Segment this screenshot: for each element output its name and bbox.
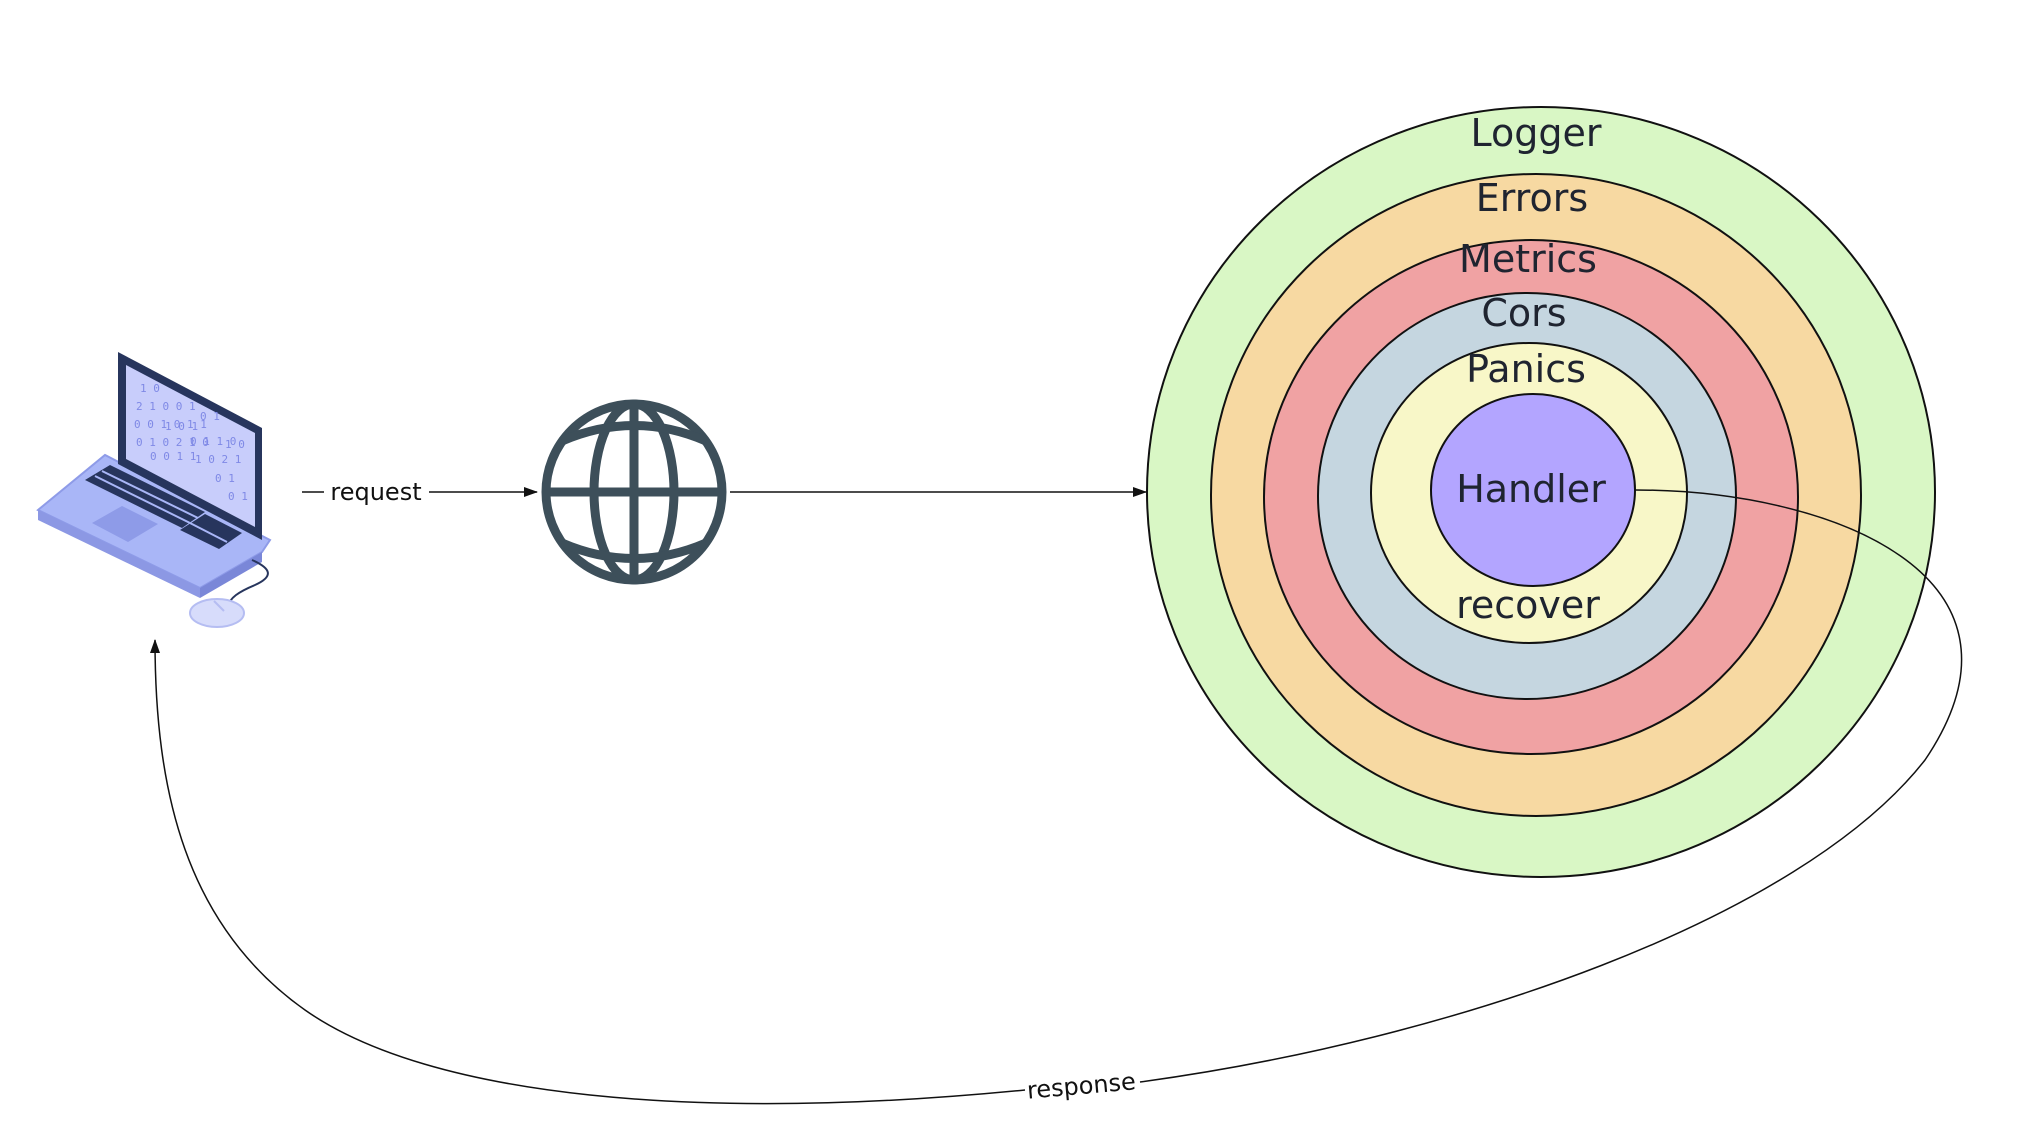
svg-text:1 0: 1 0 — [225, 438, 245, 451]
middleware-stack — [1146, 106, 1936, 878]
svg-text:0 1: 0 1 — [228, 490, 248, 503]
logger-label: Logger — [1471, 111, 1602, 155]
errors-label: Errors — [1476, 176, 1588, 220]
svg-text:2 1 0 0 1: 2 1 0 0 1 — [136, 400, 196, 413]
response-edge: response — [150, 489, 1963, 1105]
svg-text:0 1: 0 1 — [200, 410, 220, 423]
svg-text:0 1 1 0: 0 1 1 0 — [190, 435, 236, 448]
globe-icon — [541, 399, 727, 585]
request-edge: request — [302, 478, 538, 506]
response-label: response — [1026, 1067, 1137, 1104]
svg-text:1 0 1: 1 0 1 — [165, 420, 198, 433]
request-label: request — [330, 478, 421, 506]
cors-label: Cors — [1481, 291, 1566, 335]
svg-text:0 1: 0 1 — [215, 472, 235, 485]
handler-label: Handler — [1456, 467, 1606, 511]
svg-text:1 0 2 1: 1 0 2 1 — [195, 453, 241, 466]
svg-text:1 0: 1 0 — [140, 382, 160, 395]
svg-text:0 0 1 0 1 1: 0 0 1 0 1 1 — [134, 418, 207, 431]
mouse-icon — [189, 598, 245, 628]
svg-text:0 0 1 1: 0 0 1 1 — [150, 450, 196, 463]
panics-label: Panics — [1466, 347, 1586, 391]
metrics-label: Metrics — [1459, 237, 1597, 281]
laptop-icon: 1 0 2 1 0 0 1 0 0 1 0 1 1 0 1 0 2 1 0 0 … — [36, 352, 272, 607]
recover-label: recover — [1456, 583, 1600, 627]
svg-text:0 1 0 2 1 0: 0 1 0 2 1 0 — [136, 436, 209, 449]
